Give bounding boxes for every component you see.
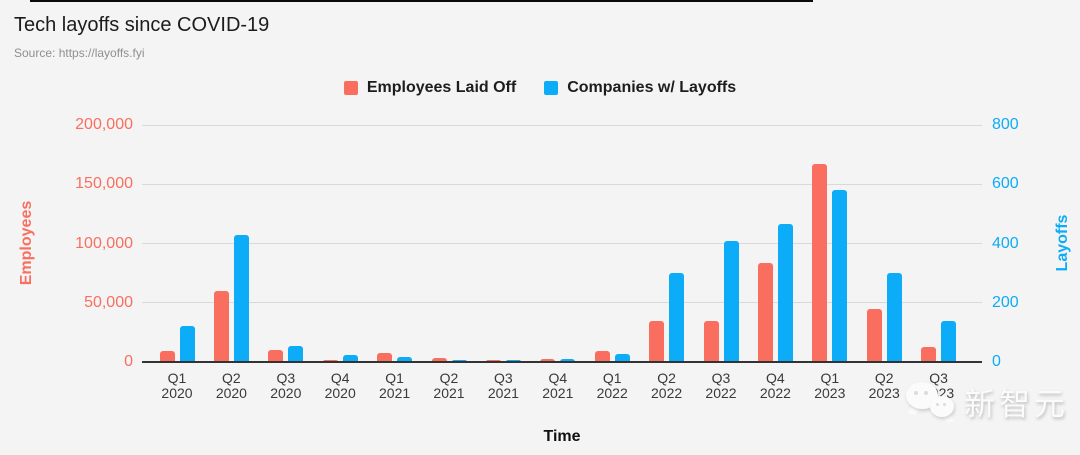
x-tick-label: Q1 2022 [596,370,628,401]
companies-bar[interactable] [832,190,848,362]
companies-swatch-icon [544,81,559,95]
employees-bar[interactable] [866,309,882,362]
legend-label-companies: Companies w/ Layoffs [567,79,737,96]
legend-label-employees: Employees Laid Off [366,79,517,96]
x-tick-label: Q3 2020 [270,370,302,401]
x-tick-label: Q3 2022 [705,370,737,401]
x-tick-label: Q1 2020 [161,370,193,401]
right-axis-tick-label: 200 [992,293,1019,311]
legend-item-companies[interactable]: Companies w/ Layoffs [544,79,736,97]
x-tick-label: Q2 2023 [868,370,900,401]
right-axis-tick-label: 0 [992,353,1001,370]
employees-bar[interactable] [431,358,447,362]
x-axis-title: Time [543,428,581,445]
gridline [142,302,982,304]
companies-bar[interactable] [233,235,249,362]
employees-bar[interactable] [268,350,284,362]
gridline [142,124,982,126]
employees-bar[interactable] [377,353,393,362]
x-tick-label: Q3 2021 [487,370,519,401]
employees-bar[interactable] [213,291,229,362]
wechat-icon [906,378,958,424]
watermark: 新智元 [906,378,1069,424]
gridline [142,243,982,244]
x-tick-label: Q4 2022 [759,370,791,401]
x-tick-label: Q1 2023 [814,370,846,401]
companies-bar[interactable] [397,357,413,362]
employees-bar[interactable] [921,347,937,362]
left-axis-tick-label: 150,000 [75,175,133,193]
x-tick-label: Q4 2021 [542,370,574,401]
companies-bar[interactable] [179,326,195,362]
chart-title: Tech layoffs since COVID-19 [14,14,270,36]
x-tick-label: Q1 2021 [379,370,411,401]
legend-item-employees[interactable]: Employees Laid Off [343,79,517,97]
employees-bar[interactable] [594,351,610,362]
right-axis-tick-label: 800 [992,116,1019,133]
window-edge-line [30,0,813,2]
x-axis-line [142,361,982,363]
employees-bar[interactable] [757,263,773,362]
right-axis-tick-label: 400 [992,234,1019,252]
companies-bar[interactable] [669,273,685,362]
legend: Employees Laid Off Companies w/ Layoffs [0,79,1080,97]
left-axis-tick-label: 200,000 [75,116,133,133]
right-axis-tick-label: 600 [992,175,1019,193]
companies-bar[interactable] [288,346,304,362]
employees-bar[interactable] [703,321,719,362]
source-text: Source: https://layoffs.fyi [14,46,145,60]
companies-bar[interactable] [777,224,793,362]
companies-bar[interactable] [723,241,739,362]
left-axis-tick-label: 0 [124,353,133,370]
employees-bar[interactable] [159,351,175,362]
left-axis-tick-label: 50,000 [84,293,133,311]
left-axis-tick-label: 100,000 [75,234,133,252]
companies-bar[interactable] [560,359,576,362]
companies-bar[interactable] [941,321,957,362]
x-tick-label: Q4 2020 [324,370,356,401]
gridline [142,183,982,185]
employees-swatch-icon [343,81,358,95]
employees-bar[interactable] [649,321,665,362]
x-tick-label: Q2 2022 [651,370,683,401]
employees-bar[interactable] [812,164,828,362]
companies-bar[interactable] [614,354,630,362]
companies-bar[interactable] [342,355,358,362]
companies-bar[interactable] [886,273,902,362]
watermark-text: 新智元 [964,386,1069,422]
employees-bar[interactable] [540,359,556,362]
x-tick-label: Q2 2020 [215,370,247,401]
x-tick-label: Q2 2021 [433,370,465,401]
